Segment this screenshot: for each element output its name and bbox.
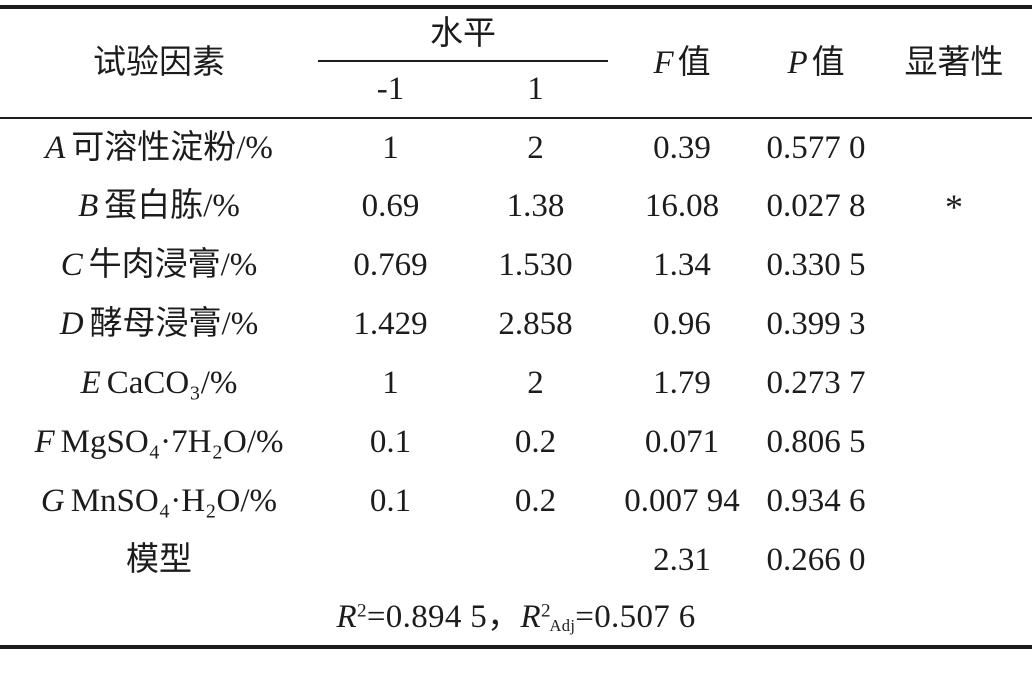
factor-label: MgSO₄·7H₂O/%	[60, 424, 284, 460]
significance-cell	[876, 472, 1032, 531]
formula-segment: 2	[356, 600, 367, 622]
formula-segment: R	[336, 599, 357, 635]
factor-letter: D	[59, 306, 84, 342]
factor-cell: G MnSO₄·H₂O/%	[0, 472, 318, 531]
factor-label: CaCO₃/%	[106, 365, 238, 401]
factor-label: 蛋白胨/%	[104, 188, 240, 224]
f-value-cell: 0.96	[653, 306, 711, 342]
table-row-c: C 牛肉浸膏/% 0.769 1.530 1.34 0.330 5	[0, 236, 1032, 295]
factor-letter: E	[80, 365, 101, 401]
table-row-b: B 蛋白胨/% 0.69 1.38 16.08 0.027 8 *	[0, 177, 1032, 236]
formula-segment: =0.894 5，	[366, 599, 521, 635]
column-header-significance: 显著性	[904, 44, 1004, 81]
level-high-cell	[463, 531, 608, 590]
table-footer: R2=0.894 5，R2Adj=0.507 6	[0, 590, 1032, 647]
level-low-cell: 1	[318, 117, 463, 177]
level-low-cell: 0.1	[369, 424, 412, 460]
factor-label: 模型	[126, 542, 192, 578]
f-value-cell: 2.31	[653, 542, 711, 578]
level-low-cell: 1.429	[353, 306, 428, 342]
f-value-cell: 0.007 94	[624, 483, 740, 519]
column-header-level-low: -1	[376, 71, 405, 107]
f-value-cell: 1.79	[653, 365, 711, 401]
level-low-cell	[318, 531, 463, 590]
p-value-cell: 0.934 6	[766, 483, 866, 519]
level-high-cell: 0.2	[514, 483, 557, 519]
factor-cell: E CaCO₃/%	[0, 354, 318, 413]
p-value-cell: 0.806 5	[766, 424, 866, 460]
f-value-cell: 0.39	[608, 117, 756, 177]
factor-cell: D 酵母浸膏/%	[0, 295, 318, 354]
level-high-cell: 1.38	[506, 188, 565, 224]
f-value-cell: 16.08	[644, 188, 720, 224]
formula-segment: =0.507 6	[575, 599, 696, 635]
p-symbol: P	[787, 44, 808, 81]
factor-label: 可溶性淀粉/%	[71, 129, 273, 166]
f-symbol: F	[653, 44, 674, 81]
column-header-factor: 试验因素	[93, 44, 225, 81]
r-squared-row: R2=0.894 5，R2Adj=0.507 6	[0, 590, 1032, 647]
factor-letter: A	[45, 129, 66, 166]
factor-label: MnSO₄·H₂O/%	[70, 483, 278, 519]
column-header-level-high: 1	[527, 71, 544, 107]
significance-cell	[876, 531, 1032, 590]
factor-letter: G	[40, 483, 65, 519]
factor-cell: C 牛肉浸膏/%	[0, 236, 318, 295]
table-row-e: E CaCO₃/% 1 2 1.79 0.273 7	[0, 354, 1032, 413]
p-value-cell: 0.273 7	[766, 365, 866, 401]
significance-cell: *	[945, 186, 963, 227]
table-body: A 可溶性淀粉/% 1 2 0.39 0.577 0 B 蛋白胨/% 0.69 1.…	[0, 117, 1032, 590]
level-low-cell: 0.69	[361, 188, 420, 224]
level-high-cell: 2	[527, 365, 544, 401]
p-suffix: 值	[811, 44, 845, 81]
p-value-cell: 0.266 0	[766, 542, 866, 578]
factor-letter: F	[34, 424, 55, 460]
significance-cell	[876, 354, 1032, 413]
significance-cell	[876, 236, 1032, 295]
level-high-cell: 1.530	[498, 247, 573, 283]
table-row-a: A 可溶性淀粉/% 1 2 0.39 0.577 0	[0, 117, 1032, 177]
level-low-cell: 0.1	[369, 483, 412, 519]
header-sub-row: -1 1	[0, 61, 1032, 118]
formula-segment: 2	[540, 600, 551, 622]
factor-label: 牛肉浸膏/%	[88, 247, 258, 283]
factor-cell: F MgSO₄·7H₂O/%	[0, 413, 318, 472]
significance-cell	[876, 413, 1032, 472]
factor-cell: 模型	[0, 531, 318, 590]
f-suffix: 值	[677, 44, 711, 81]
formula-segment: R	[520, 599, 541, 635]
p-value-cell: 0.577 0	[756, 117, 876, 177]
f-value-cell: 0.071	[644, 424, 720, 460]
table-row-f: F MgSO₄·7H₂O/% 0.1 0.2 0.071 0.806 5	[0, 413, 1032, 472]
factor-letter: C	[60, 247, 83, 283]
factor-letter: B	[78, 188, 99, 224]
table-row-d: D 酵母浸膏/% 1.429 2.858 0.96 0.399 3	[0, 295, 1032, 354]
significance-cell	[876, 295, 1032, 354]
level-high-cell: 2	[463, 117, 608, 177]
formula-segment: Adj	[549, 616, 576, 636]
f-value-cell: 1.34	[653, 247, 711, 283]
factor-cell: B 蛋白胨/%	[0, 177, 318, 236]
column-group-level: 水平	[318, 7, 608, 62]
factor-cell: A 可溶性淀粉/%	[0, 117, 318, 177]
factor-label: 酵母浸膏/%	[89, 306, 259, 342]
p-value-cell: 0.399 3	[766, 306, 866, 342]
level-low-cell: 0.769	[353, 247, 428, 283]
table-row-g: G MnSO₄·H₂O/% 0.1 0.2 0.007 94 0.934 6	[0, 472, 1032, 531]
level-low-cell: 1	[382, 365, 399, 401]
p-value-cell: 0.330 5	[766, 247, 866, 283]
significance-cell	[876, 117, 1032, 177]
p-value-cell: 0.027 8	[766, 188, 866, 224]
level-high-cell: 0.2	[514, 424, 557, 460]
table-row-model: 模型 2.31 0.266 0	[0, 531, 1032, 590]
level-high-cell: 2.858	[498, 306, 573, 342]
r-squared-note: R2=0.894 5，R2Adj=0.507 6	[0, 590, 1032, 647]
